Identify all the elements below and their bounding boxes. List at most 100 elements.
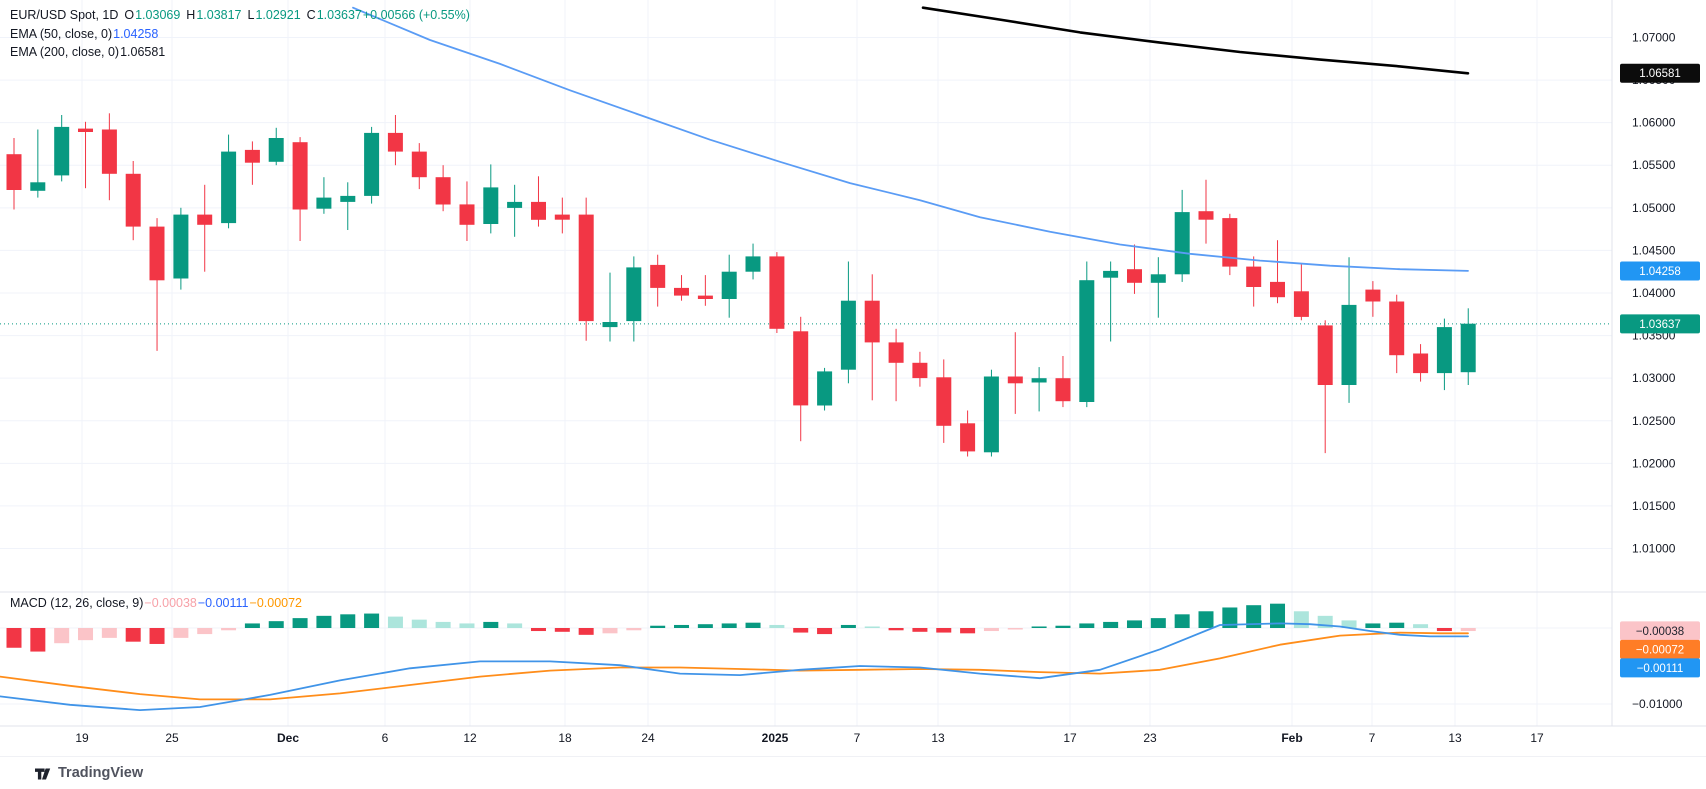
candle bbox=[602, 272, 618, 342]
candle bbox=[745, 243, 761, 280]
candle-body bbox=[960, 423, 976, 452]
macd-histogram-bar bbox=[1460, 628, 1476, 632]
macd-histogram-bar bbox=[244, 623, 260, 628]
candle bbox=[936, 359, 952, 443]
candle-body bbox=[1127, 269, 1142, 283]
macd-histogram-bar bbox=[769, 624, 785, 628]
macd-histogram-bar bbox=[1150, 618, 1166, 628]
candle-body bbox=[507, 201, 523, 208]
candle bbox=[244, 141, 260, 185]
candle bbox=[960, 410, 976, 457]
candle-body bbox=[817, 371, 833, 406]
axis-price-badge-text: −0.00111 bbox=[1637, 663, 1684, 675]
candle bbox=[1436, 318, 1452, 391]
candle-body bbox=[1270, 281, 1285, 298]
candle bbox=[173, 207, 189, 290]
time-axis-area[interactable] bbox=[0, 727, 1706, 756]
candle-body bbox=[1222, 218, 1238, 267]
time-axis-label: 23 bbox=[1143, 731, 1157, 745]
macd-histogram-bar bbox=[745, 622, 761, 628]
time-axis-label: 7 bbox=[1369, 731, 1376, 745]
candle-body bbox=[221, 151, 237, 224]
candle-body bbox=[650, 264, 666, 288]
candle bbox=[1031, 367, 1047, 412]
candle bbox=[1007, 332, 1023, 414]
candle bbox=[340, 182, 356, 230]
macd-histogram-bar bbox=[650, 625, 666, 628]
macd-histogram-bar bbox=[1413, 624, 1429, 628]
open-key: O bbox=[124, 8, 135, 22]
candle bbox=[125, 161, 141, 241]
macd-histogram-bar bbox=[173, 628, 189, 638]
axis-price-badge bbox=[1620, 261, 1700, 281]
candle-body bbox=[125, 173, 141, 227]
candle bbox=[197, 184, 213, 272]
candle bbox=[1079, 261, 1095, 408]
candle bbox=[697, 275, 713, 306]
candle-body bbox=[602, 322, 618, 328]
macd-histogram-bar bbox=[983, 628, 999, 632]
candle bbox=[435, 165, 451, 212]
ema50-legend-row[interactable]: EMA (50, close, 0)1.04258 bbox=[10, 27, 158, 41]
candle-body bbox=[435, 177, 451, 205]
macd-histogram-bar bbox=[888, 628, 904, 631]
macd-histogram-bar bbox=[1436, 628, 1452, 632]
macd-histogram-bar bbox=[30, 628, 46, 652]
candle-body bbox=[340, 195, 356, 202]
macd-histogram-bar bbox=[435, 621, 451, 628]
candle-body bbox=[1174, 212, 1190, 275]
close-value: 1.03637 bbox=[316, 8, 362, 22]
candle bbox=[888, 328, 904, 402]
candle bbox=[1150, 257, 1166, 318]
candle-body bbox=[674, 287, 689, 296]
time-axis-label: 13 bbox=[931, 731, 945, 745]
macd-histogram-bar bbox=[292, 618, 308, 628]
candle-body bbox=[268, 138, 284, 162]
tradingview-logo[interactable]: TradingView bbox=[34, 765, 143, 782]
macd-histogram-bar bbox=[340, 614, 356, 628]
candle bbox=[30, 129, 46, 198]
ema200-legend-row[interactable]: EMA (200, close, 0)1.06581 bbox=[10, 45, 165, 59]
axis-price-badge bbox=[1620, 314, 1700, 334]
candle-body bbox=[626, 267, 642, 322]
price-axis-label: 1.07000 bbox=[1632, 30, 1676, 44]
candle bbox=[1389, 294, 1405, 374]
candle bbox=[221, 134, 237, 229]
candle-body bbox=[936, 377, 952, 426]
macd-line-value: −0.00111 bbox=[197, 596, 249, 610]
time-axis-label: Feb bbox=[1281, 731, 1302, 745]
macd-histogram-bar bbox=[530, 628, 546, 632]
macd-histogram-bar bbox=[721, 623, 737, 628]
ema50-label: EMA (50, close, 0) bbox=[10, 27, 113, 41]
macd-histogram-bar bbox=[1222, 607, 1238, 628]
candle-body bbox=[1389, 301, 1405, 356]
macd-histogram-bar bbox=[125, 628, 141, 642]
candle bbox=[149, 218, 165, 351]
candle-body bbox=[983, 376, 999, 453]
candle-body bbox=[1436, 327, 1452, 374]
macd-histogram-bar bbox=[1198, 611, 1214, 628]
candle-body bbox=[316, 197, 332, 209]
macd-histogram-bar bbox=[674, 624, 690, 628]
macd-histogram-bar bbox=[626, 628, 642, 631]
candle-body bbox=[483, 187, 499, 224]
candle bbox=[769, 252, 785, 333]
candle-body bbox=[173, 214, 189, 279]
macd-histogram-bar bbox=[1126, 620, 1142, 628]
candle bbox=[912, 351, 928, 387]
candle bbox=[817, 367, 833, 411]
macd-histogram-bar bbox=[1246, 605, 1262, 628]
axis-price-badge-text: −0.00038 bbox=[1636, 626, 1684, 638]
candle-body bbox=[1079, 280, 1095, 402]
price-axis-label: 1.04000 bbox=[1632, 286, 1676, 300]
macd-legend-row[interactable]: MACD (12, 26, close, 9)−0.00038−0.00111−… bbox=[10, 596, 302, 610]
candle-body bbox=[149, 226, 165, 281]
macd-histogram-bar bbox=[554, 628, 570, 632]
candle bbox=[531, 176, 546, 227]
price-axis-label: 1.01500 bbox=[1632, 499, 1676, 513]
candle-body bbox=[292, 142, 308, 210]
candle bbox=[459, 181, 475, 241]
symbol-legend-row[interactable]: EUR/USD Spot, 1D O1.03069 H1.03817 L1.02921… bbox=[10, 8, 470, 22]
